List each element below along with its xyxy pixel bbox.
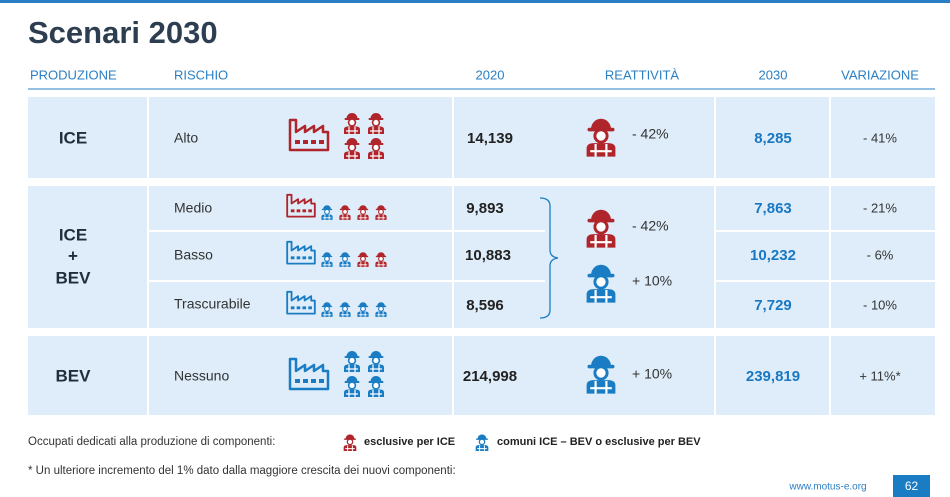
value-2020: 8,596 xyxy=(466,297,504,314)
page-number: 62 xyxy=(905,479,919,493)
header: 2030 xyxy=(759,67,788,82)
reactivity: - 42% xyxy=(632,218,669,234)
value-2030: 7,729 xyxy=(754,297,792,314)
risk: Alto xyxy=(174,130,198,146)
value-2030: 10,232 xyxy=(750,247,796,264)
change: - 21% xyxy=(863,200,897,215)
value-2020: 14,139 xyxy=(467,130,513,147)
reactivity: - 42% xyxy=(632,126,669,142)
legend-intro: Occupati dedicati alla produzione di com… xyxy=(28,436,275,448)
legend-item: comuni ICE – BEV o esclusive per BEV xyxy=(497,436,701,448)
reactivity: + 10% xyxy=(632,366,672,382)
header: 2020 xyxy=(476,67,505,82)
header: VARIAZIONE xyxy=(841,67,919,82)
group-bg xyxy=(28,186,935,328)
group-bg xyxy=(28,97,935,178)
production: + xyxy=(68,246,78,265)
production: BEV xyxy=(56,366,92,385)
header: REATTIVITÀ xyxy=(605,67,679,82)
page-box xyxy=(893,475,930,497)
risk: Medio xyxy=(174,200,212,216)
change: + 11%* xyxy=(859,368,900,383)
legend-icon xyxy=(343,433,357,451)
value-2020: 9,893 xyxy=(466,200,504,217)
top-bar xyxy=(0,0,950,3)
risk: Nessuno xyxy=(174,368,229,384)
reactivity: + 10% xyxy=(632,273,672,289)
production: ICE xyxy=(59,225,87,244)
group-bg xyxy=(28,336,935,415)
risk: Basso xyxy=(174,247,213,263)
cell-dividers xyxy=(147,97,935,415)
change: - 10% xyxy=(863,297,897,312)
value-2020: 214,998 xyxy=(463,368,517,385)
legend-item: esclusive per ICE xyxy=(364,436,455,448)
brace xyxy=(539,197,559,319)
value-2030: 8,285 xyxy=(754,130,792,147)
production: ICE xyxy=(59,128,87,147)
value-2030: 239,819 xyxy=(746,368,800,385)
change: - 6% xyxy=(867,247,894,262)
change: - 41% xyxy=(863,130,897,145)
header: RISCHIO xyxy=(174,67,228,82)
value-2030: 7,863 xyxy=(754,200,792,217)
footnote: * Un ulteriore incremento del 1% dato da… xyxy=(28,465,456,477)
production: BEV xyxy=(56,268,92,287)
legend-icon xyxy=(475,433,489,451)
url: www.motus-e.org xyxy=(788,482,866,493)
title: Scenari 2030 xyxy=(28,15,218,50)
risk: Trascurabile xyxy=(174,296,251,312)
header: PRODUZIONE xyxy=(30,67,117,82)
value-2020: 10,883 xyxy=(465,247,511,264)
